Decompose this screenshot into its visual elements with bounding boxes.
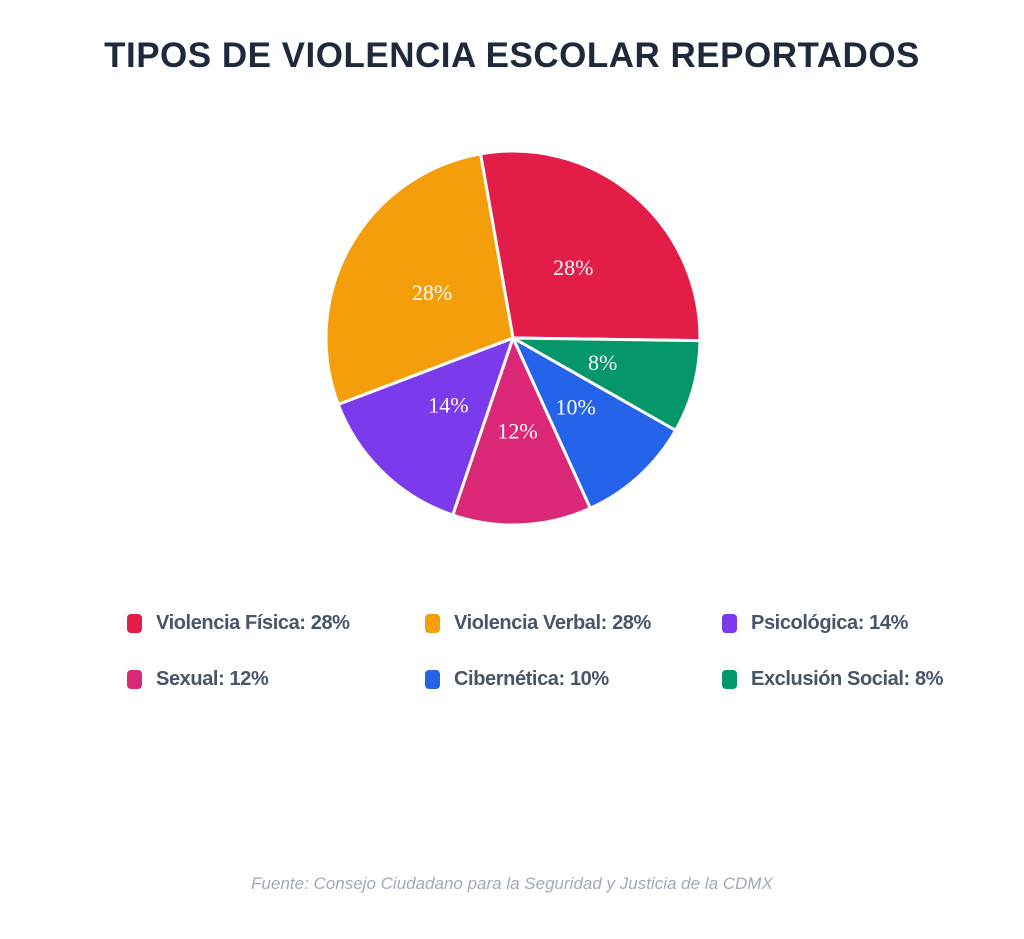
chart-legend: Violencia Física: 28% Violencia Verbal: 2… — [127, 612, 957, 691]
legend-label: Sexual: 12% — [156, 668, 269, 690]
legend-swatch-icon — [722, 670, 737, 689]
pie-slice-3[interactable] — [451, 336, 592, 527]
legend-item-0[interactable]: Violencia Física: 28% — [127, 612, 425, 635]
legend-label: Violencia Verbal: 28% — [454, 612, 651, 634]
legend-item-3[interactable]: Sexual: 12% — [127, 668, 425, 691]
pie-slice-label: 8% — [588, 350, 617, 375]
pie-slice-label: 14% — [428, 393, 468, 418]
pie-slice-0[interactable] — [479, 149, 702, 343]
legend-swatch-icon — [127, 670, 142, 689]
source-caption: Fuente: Consejo Ciudadano para la Seguri… — [251, 874, 773, 893]
pie-slice-4[interactable] — [511, 336, 678, 510]
legend-label: Cibernética: 10% — [454, 668, 609, 690]
pie-slice-2[interactable] — [336, 336, 515, 517]
legend-label: Exclusión Social: 8% — [751, 668, 944, 690]
pie-slice-label: 10% — [556, 394, 596, 419]
legend-label: Violencia Física: 28% — [156, 612, 350, 634]
legend-label: Psicológica: 14% — [751, 612, 908, 634]
pie-slice-label: 12% — [497, 419, 537, 444]
legend-swatch-icon — [127, 614, 142, 633]
legend-item-2[interactable]: Psicológica: 14% — [722, 612, 957, 635]
pie-chart: 28% 8% 10% 12% 14% 28% — [324, 149, 702, 527]
pie-slice-label: 28% — [412, 280, 452, 305]
legend-item-4[interactable]: Cibernética: 10% — [425, 668, 722, 691]
legend-item-1[interactable]: Violencia Verbal: 28% — [425, 612, 722, 635]
chart-title: TIPOS DE VIOLENCIA ESCOLAR REPORTADOS — [104, 36, 920, 75]
legend-swatch-icon — [722, 614, 737, 633]
pie-slice-label: 28% — [553, 255, 593, 280]
pie-slice-5[interactable] — [511, 336, 702, 432]
legend-swatch-icon — [425, 614, 440, 633]
pie-slice-1[interactable] — [324, 152, 515, 406]
legend-swatch-icon — [425, 670, 440, 689]
legend-item-5[interactable]: Exclusión Social: 8% — [722, 668, 957, 691]
